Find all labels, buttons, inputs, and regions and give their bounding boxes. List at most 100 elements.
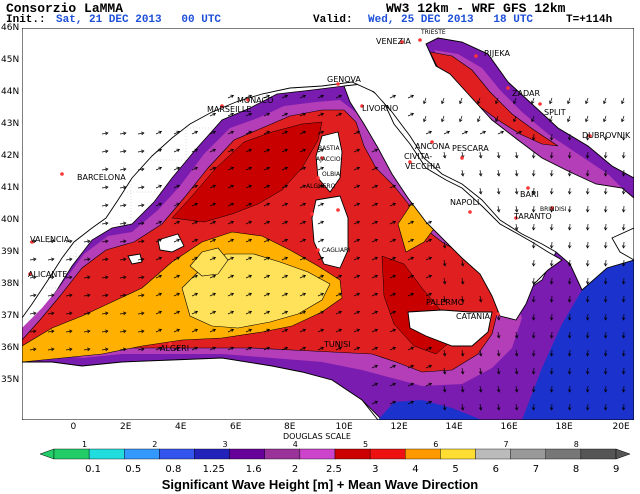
wave-arrow-head <box>460 298 465 303</box>
wave-arrow-head <box>621 407 626 411</box>
wave-arrow-head <box>621 100 625 105</box>
wave-arrow <box>155 257 162 261</box>
wave-arrow <box>569 223 571 231</box>
wave-arrow-head <box>496 388 501 393</box>
city-marker <box>330 340 334 344</box>
legend-threshold: 0.1 <box>85 464 102 475</box>
wave-arrow <box>389 347 396 351</box>
wave-arrow <box>623 295 625 303</box>
wave-arrow <box>83 240 90 243</box>
wave-arrow <box>245 347 252 351</box>
wave-arrow <box>461 169 464 176</box>
wave-arrow <box>603 115 607 122</box>
wave-arrow-head <box>392 94 397 99</box>
wave-arrow-head <box>567 137 572 141</box>
wave-arrow-head <box>603 389 608 393</box>
wave-arrow <box>497 131 504 135</box>
wave-arrow-head <box>104 149 109 154</box>
wave-arrow <box>587 187 589 195</box>
wave-arrow <box>65 312 72 315</box>
wave-arrow <box>173 221 180 225</box>
wave-arrow-head <box>68 275 73 280</box>
wave-arrow-head <box>374 328 379 333</box>
wave-arrow <box>155 167 162 171</box>
wave-arrow-head <box>495 118 499 123</box>
wave-arrow-head <box>356 310 361 315</box>
wave-arrow-head <box>621 191 626 195</box>
wave-arrow-head <box>603 335 608 339</box>
wave-arrow-head <box>428 238 433 243</box>
wave-arrow-head <box>460 352 465 357</box>
wave-arrow <box>245 95 252 99</box>
wave-arrow <box>389 239 396 243</box>
latitude-label: 37N <box>1 311 20 321</box>
wave-arrow <box>281 95 288 99</box>
wave-arrow-head <box>122 149 127 154</box>
wave-arrow <box>65 294 72 297</box>
wave-arrow-head <box>212 184 217 189</box>
wave-arrow <box>119 258 126 261</box>
wave-arrow <box>101 294 108 297</box>
wave-arrow <box>479 367 482 374</box>
corsica-island <box>315 131 343 193</box>
wave-arrow-head <box>585 299 590 303</box>
wave-arrow-head <box>603 227 608 231</box>
wave-arrow-head <box>158 202 163 207</box>
wave-arrow <box>209 257 216 261</box>
wave-arrow-head <box>356 292 361 297</box>
wave-arrow-head <box>603 118 607 123</box>
wave-arrow <box>605 187 607 195</box>
wave-arrow <box>569 367 571 375</box>
wave-arrow-head <box>392 328 397 333</box>
city-label: CIVITA- <box>404 152 433 161</box>
wave-arrow-head <box>50 329 55 334</box>
wave-arrow-head <box>122 347 127 352</box>
wave-arrow <box>569 313 571 321</box>
wave-arrow-head <box>428 274 433 279</box>
legend-thresholds: 0.1 0.5 0.8 1.25 1.6 2 2.5 3 4 5 6 7 8 9 <box>40 464 630 476</box>
wave-arrow <box>173 131 180 135</box>
legend-high-arrow <box>615 448 630 460</box>
wave-arrow-head <box>140 293 145 298</box>
wave-arrow <box>443 403 446 410</box>
wave-arrow-head <box>320 166 325 171</box>
wave-arrow <box>371 149 378 153</box>
wave-arrow-head <box>266 220 271 225</box>
wave-arrow-head <box>32 275 37 280</box>
wave-arrow-head <box>194 148 199 153</box>
wave-arrow <box>155 347 162 351</box>
wave-arrow <box>191 131 198 135</box>
wave-arrow <box>605 313 607 321</box>
wave-arrow-head <box>428 400 433 405</box>
wave-arrow-head <box>212 292 217 297</box>
wave-arrow <box>101 312 108 315</box>
wave-arrow <box>533 313 535 321</box>
wave-arrow-head <box>50 293 55 298</box>
wave-arrow <box>335 275 342 279</box>
wave-arrow <box>173 149 180 153</box>
wave-arrow-head <box>567 173 572 177</box>
wave-arrow-head <box>158 310 163 315</box>
wave-arrow <box>495 115 499 122</box>
wave-arrow-head <box>567 155 572 159</box>
wave-arrow-head <box>460 172 465 177</box>
wave-arrow <box>587 133 589 141</box>
wave-arrow-head <box>514 172 519 177</box>
wave-arrow <box>155 131 162 135</box>
wave-arrow <box>137 150 144 153</box>
wave-arrow <box>623 151 625 159</box>
wave-arrow-head <box>338 94 343 99</box>
legend-swatch <box>159 448 195 460</box>
legend-swatch <box>264 448 301 460</box>
legend-swatch <box>405 448 441 460</box>
wave-arrow <box>173 185 180 189</box>
wave-arrow-head <box>194 292 199 297</box>
wave-arrow-head <box>585 353 590 357</box>
wave-arrow-head <box>50 239 55 244</box>
wave-arrow <box>191 311 198 315</box>
wave-arrow-head <box>621 209 626 213</box>
wave-arrow <box>317 221 324 225</box>
wave-arrow-head <box>302 256 307 261</box>
longitude-label: 6E <box>230 422 242 432</box>
wave-arrow-head <box>140 257 145 262</box>
